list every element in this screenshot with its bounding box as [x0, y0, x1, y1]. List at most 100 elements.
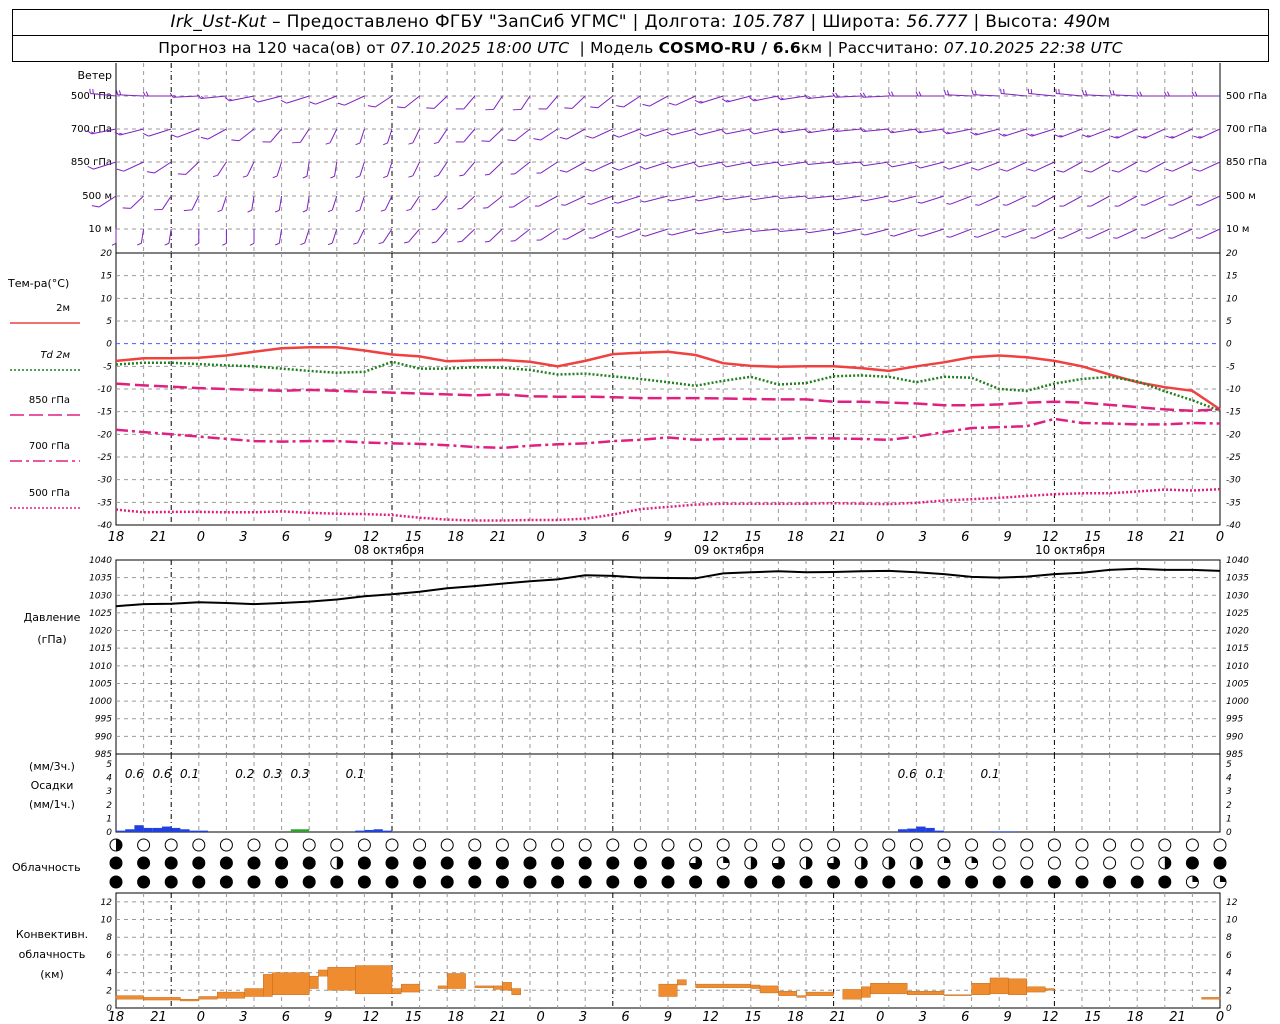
cloud-cover-symbol: [468, 856, 482, 870]
cloud-cover-circle: [357, 875, 371, 889]
pressure-tick-right: 995: [1226, 715, 1243, 725]
wind-barb-feather: [668, 102, 676, 106]
temperature-x-tick: 0: [536, 530, 544, 545]
cloud-cover-circle: [192, 875, 206, 889]
wind-barb-feather: [1136, 91, 1140, 97]
cloud-cover-circle: [357, 838, 371, 852]
wind-barb: [510, 161, 531, 175]
convective-x-tick: 21: [830, 1010, 847, 1024]
cloud-cover-symbol: [1130, 856, 1144, 870]
wind-barb: [666, 161, 696, 169]
wind-barb-staff: [140, 228, 145, 244]
wind-barb-feather: [327, 209, 333, 213]
wind-barb-feather: [831, 127, 836, 132]
wind-barb: [1139, 161, 1166, 173]
cloud-cover-symbol: [440, 856, 454, 870]
wind-barb-staff: [93, 161, 117, 170]
precip-label-1h: (мм/1ч.): [29, 798, 75, 811]
temperature-tick-left: -35: [97, 498, 112, 508]
wind-barb: [804, 160, 834, 165]
wind-barb-feather: [1166, 91, 1170, 97]
wind-barb-feather: [507, 139, 516, 142]
temperature-series-4: [115, 487, 1221, 522]
wind-barb: [1140, 228, 1166, 239]
convective-cloud-bar: [115, 995, 144, 1000]
cloud-cover-symbol: [137, 856, 151, 870]
cloud-cover-symbol: [385, 875, 399, 889]
cloud-cover-circle: [109, 875, 123, 889]
wind-barb: [431, 195, 448, 211]
wind-barb-staff: [780, 195, 807, 199]
wind-barb: [695, 195, 724, 202]
wind-barb-feather: [749, 130, 755, 135]
precip-bar: [1008, 831, 1018, 832]
wind-barb-staff: [1061, 228, 1083, 239]
cloud-cover-circle: [909, 838, 923, 852]
wind-barb-feather: [406, 208, 411, 212]
convective-cloud-bar: [244, 988, 264, 997]
wind-barb: [404, 228, 420, 244]
wind-barb: [693, 161, 724, 168]
wind-barb-feather: [231, 139, 240, 142]
cloud-cover-symbol: [330, 838, 344, 852]
cloud-cover-fill: [1164, 857, 1171, 869]
wind-barb-feather: [780, 130, 785, 133]
cloud-cover-circle: [440, 838, 454, 852]
cloud-cover-circle: [992, 838, 1006, 852]
cloud-cover-circle: [1047, 838, 1061, 852]
model-unit: км: [800, 39, 823, 57]
wind-barb: [274, 228, 283, 246]
cloud-cover-symbol: [192, 856, 206, 870]
cloud-cover-circle: [1130, 838, 1144, 852]
wind-barb-staff: [979, 195, 1000, 206]
cloud-cover-fill: [861, 857, 868, 869]
wind-barb: [355, 128, 365, 146]
convective-x-tick: 15: [745, 1010, 762, 1024]
temperature-tick-left: -40: [97, 521, 112, 531]
pressure-tick-left: 990: [95, 732, 112, 742]
cloud-cover-symbol: [247, 875, 261, 889]
wind-barb-feather: [355, 175, 361, 179]
cloud-cover-circle: [744, 875, 758, 889]
wind-barb-feather: [164, 242, 170, 246]
cloud-cover-symbol: [1020, 856, 1034, 870]
wind-barb: [1025, 128, 1055, 137]
cloud-cover-symbol: [413, 838, 427, 852]
wind-barb-feather: [217, 209, 223, 213]
wind-barb-feather: [943, 90, 947, 95]
wind-barb-staff: [191, 195, 200, 211]
wind-barb-staff: [382, 228, 393, 243]
temperature-x-tick: 21: [490, 530, 507, 545]
wind-barb-staff: [1144, 128, 1166, 139]
wind-barb-feather: [1054, 134, 1061, 138]
wind-barb-feather: [1165, 168, 1173, 172]
cloud-cover-symbol: [965, 838, 979, 852]
wind-barb-staff: [1111, 94, 1138, 97]
wind-barb-staff: [514, 228, 531, 242]
precip-bar: [364, 829, 374, 832]
wind-barb: [749, 228, 779, 232]
cloud-cover-symbol: [661, 856, 675, 870]
wind-barb: [247, 195, 255, 213]
precip-tick-left: 4: [106, 774, 112, 784]
temperature-tick-left: 5: [106, 317, 112, 327]
wind-barb-feather: [753, 98, 757, 101]
wind-barb: [776, 161, 807, 167]
wind-barb: [164, 228, 172, 246]
wind-barb: [666, 128, 696, 136]
wind-barb-staff: [807, 95, 834, 99]
wind-barb-staff: [645, 228, 669, 237]
wind-barb-staff: [975, 128, 1000, 136]
cloud-cover-circle: [551, 856, 565, 870]
cloud-cover-symbol: [468, 838, 482, 852]
wind-barb-feather: [777, 229, 781, 232]
wind-barb-staff: [177, 128, 199, 138]
wind-barb-feather: [666, 131, 673, 136]
wind-barb-feather: [1138, 135, 1146, 139]
cloud-cover-symbol: [827, 838, 841, 852]
wind-barb-staff: [675, 95, 696, 106]
cloud-cover-circle: [606, 875, 620, 889]
precip-bar: [180, 829, 190, 832]
cloud-cover-symbol: [137, 875, 151, 889]
cloud-cover-symbol: [164, 856, 178, 870]
